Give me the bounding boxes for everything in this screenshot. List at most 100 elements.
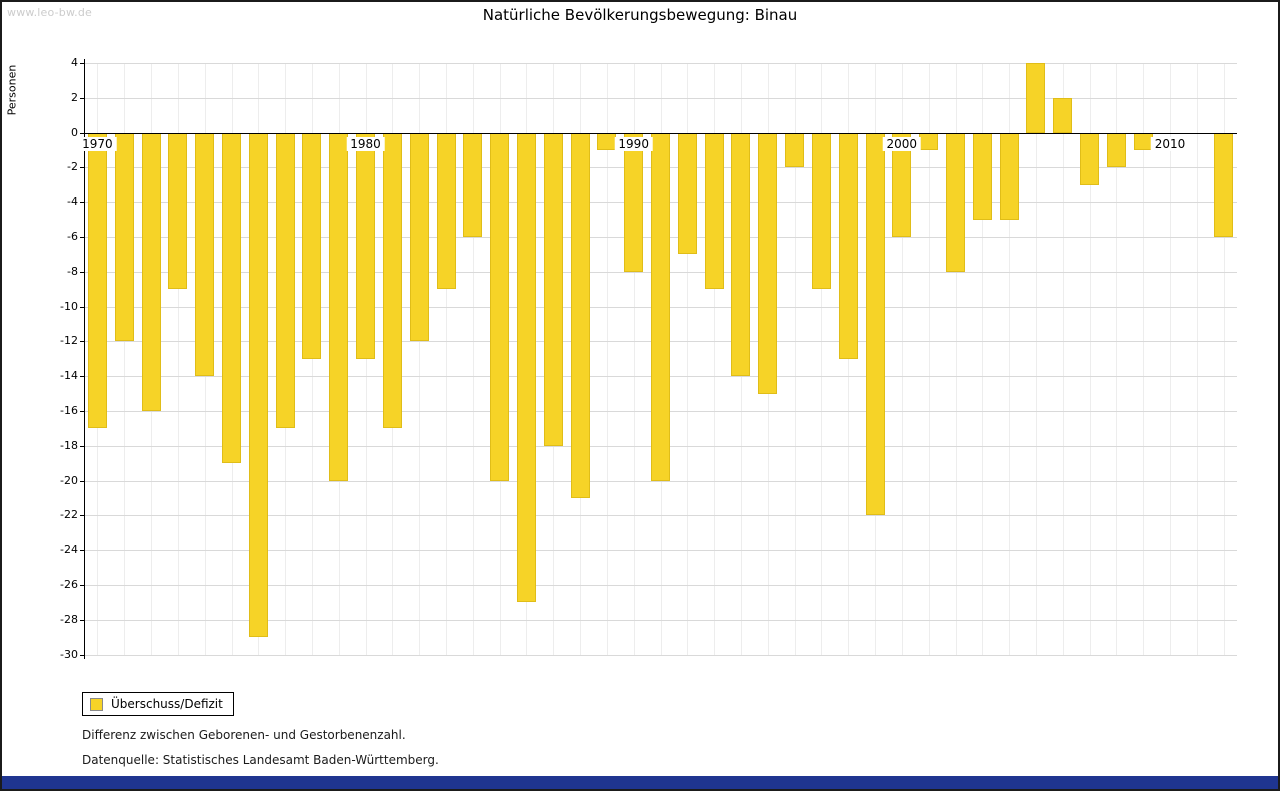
bar	[195, 132, 215, 377]
x-grid-line	[1170, 63, 1171, 655]
y-axis-tick	[80, 550, 84, 552]
y-grid-line	[84, 619, 1237, 621]
bar	[972, 132, 992, 220]
y-grid-line	[84, 654, 1237, 656]
bar	[356, 132, 375, 359]
bar	[168, 132, 188, 290]
x-tick-label: 1990	[614, 136, 653, 151]
bar	[731, 132, 751, 377]
y-axis-tick	[80, 202, 84, 204]
bar	[1080, 132, 1099, 185]
y-axis-tick	[80, 515, 84, 517]
y-tick-label: -6	[67, 230, 78, 243]
bar	[946, 132, 965, 272]
x-grid-line	[1143, 63, 1145, 655]
y-tick-label: -4	[67, 195, 78, 209]
bar	[651, 132, 670, 481]
x-grid-line	[606, 63, 608, 655]
y-grid-line	[84, 63, 1237, 64]
x-grid-line	[1089, 63, 1091, 655]
bar	[570, 132, 590, 498]
y-axis-tick	[80, 97, 84, 99]
y-tick-label: -30	[60, 647, 78, 661]
y-grid-line	[84, 132, 1237, 134]
y-tick-label: -28	[60, 612, 78, 626]
bar	[865, 132, 885, 516]
bar	[1214, 132, 1234, 237]
y-axis-line	[84, 59, 85, 659]
bar	[329, 132, 349, 481]
x-grid-line	[446, 63, 447, 655]
watermark: www.leo-bw.de	[7, 6, 93, 19]
bar	[1053, 97, 1073, 133]
y-axis-tick	[80, 63, 84, 64]
y-axis-tick	[80, 341, 84, 343]
y-axis-tick	[80, 376, 84, 378]
y-grid-line	[84, 97, 1237, 99]
bar	[758, 132, 778, 394]
footnote-definition: Differenz zwischen Geborenen- und Gestor…	[82, 728, 406, 742]
page-title: Natürliche Bevölkerungsbewegung: Binau	[482, 6, 798, 24]
x-grid-line	[928, 63, 930, 655]
y-tick-label: -18	[60, 438, 78, 452]
x-grid-line	[124, 63, 126, 655]
y-axis-tick	[80, 585, 84, 586]
bar	[785, 132, 805, 168]
y-tick-label: -8	[67, 264, 78, 278]
bar	[114, 132, 134, 342]
y-grid-line	[84, 480, 1237, 482]
y-axis-tick	[80, 132, 84, 134]
x-grid-line	[472, 63, 474, 655]
bar	[919, 132, 939, 150]
x-grid-line	[1062, 63, 1064, 655]
y-tick-label: -20	[60, 473, 78, 487]
y-tick-label: 0	[71, 125, 78, 139]
footer-bar	[2, 776, 1278, 789]
x-grid-line	[955, 63, 957, 655]
bar	[248, 132, 268, 638]
bar	[838, 132, 858, 359]
y-grid-line	[84, 585, 1237, 586]
bar	[999, 132, 1019, 220]
footnote-source: Datenquelle: Statistisches Landesamt Bad…	[82, 753, 439, 767]
bar	[624, 132, 644, 272]
y-axis-title: Personen	[5, 64, 19, 116]
bar	[1106, 132, 1126, 168]
x-grid-line	[821, 63, 823, 655]
y-tick-label: -16	[60, 404, 78, 417]
y-tick-label: -2	[67, 160, 78, 174]
plot-area: 4 2 0 -2 -4 -6 -8 -10 -12 -14 -16 -18 -20 -22 -24 -26 -2…	[60, 56, 1237, 661]
bar	[302, 132, 322, 359]
y-tick-label: -26	[60, 578, 78, 591]
x-grid-line	[982, 63, 984, 655]
y-tick-label: -24	[60, 543, 78, 557]
legend-label: Überschuss/Defizit	[111, 697, 223, 711]
x-tick-label: 2000	[882, 136, 922, 151]
bar	[382, 132, 402, 429]
y-tick-label: -10	[60, 299, 78, 313]
y-axis-tick	[80, 411, 84, 412]
x-grid-line	[794, 63, 796, 655]
x-grid-line	[901, 63, 903, 655]
x-grid-line	[1035, 63, 1037, 655]
bar	[409, 132, 429, 342]
bar	[463, 132, 483, 237]
y-axis-tick	[80, 271, 84, 273]
y-axis-tick	[80, 237, 84, 238]
bar	[141, 132, 161, 411]
y-axis-tick	[80, 619, 84, 621]
y-axis-tick	[80, 306, 84, 308]
x-grid-line	[1116, 63, 1118, 655]
bar	[704, 132, 724, 290]
y-tick-label: 2	[71, 90, 78, 104]
x-tick-label: 2010	[1150, 136, 1190, 151]
x-grid-line	[1009, 63, 1011, 655]
y-tick-label: -14	[60, 369, 78, 383]
bar	[275, 132, 295, 429]
y-tick-label: 4	[71, 56, 78, 69]
legend-swatch	[90, 697, 103, 711]
x-tick-label: 1980	[346, 136, 385, 151]
x-grid-line	[311, 63, 313, 655]
x-grid-line	[177, 63, 179, 655]
